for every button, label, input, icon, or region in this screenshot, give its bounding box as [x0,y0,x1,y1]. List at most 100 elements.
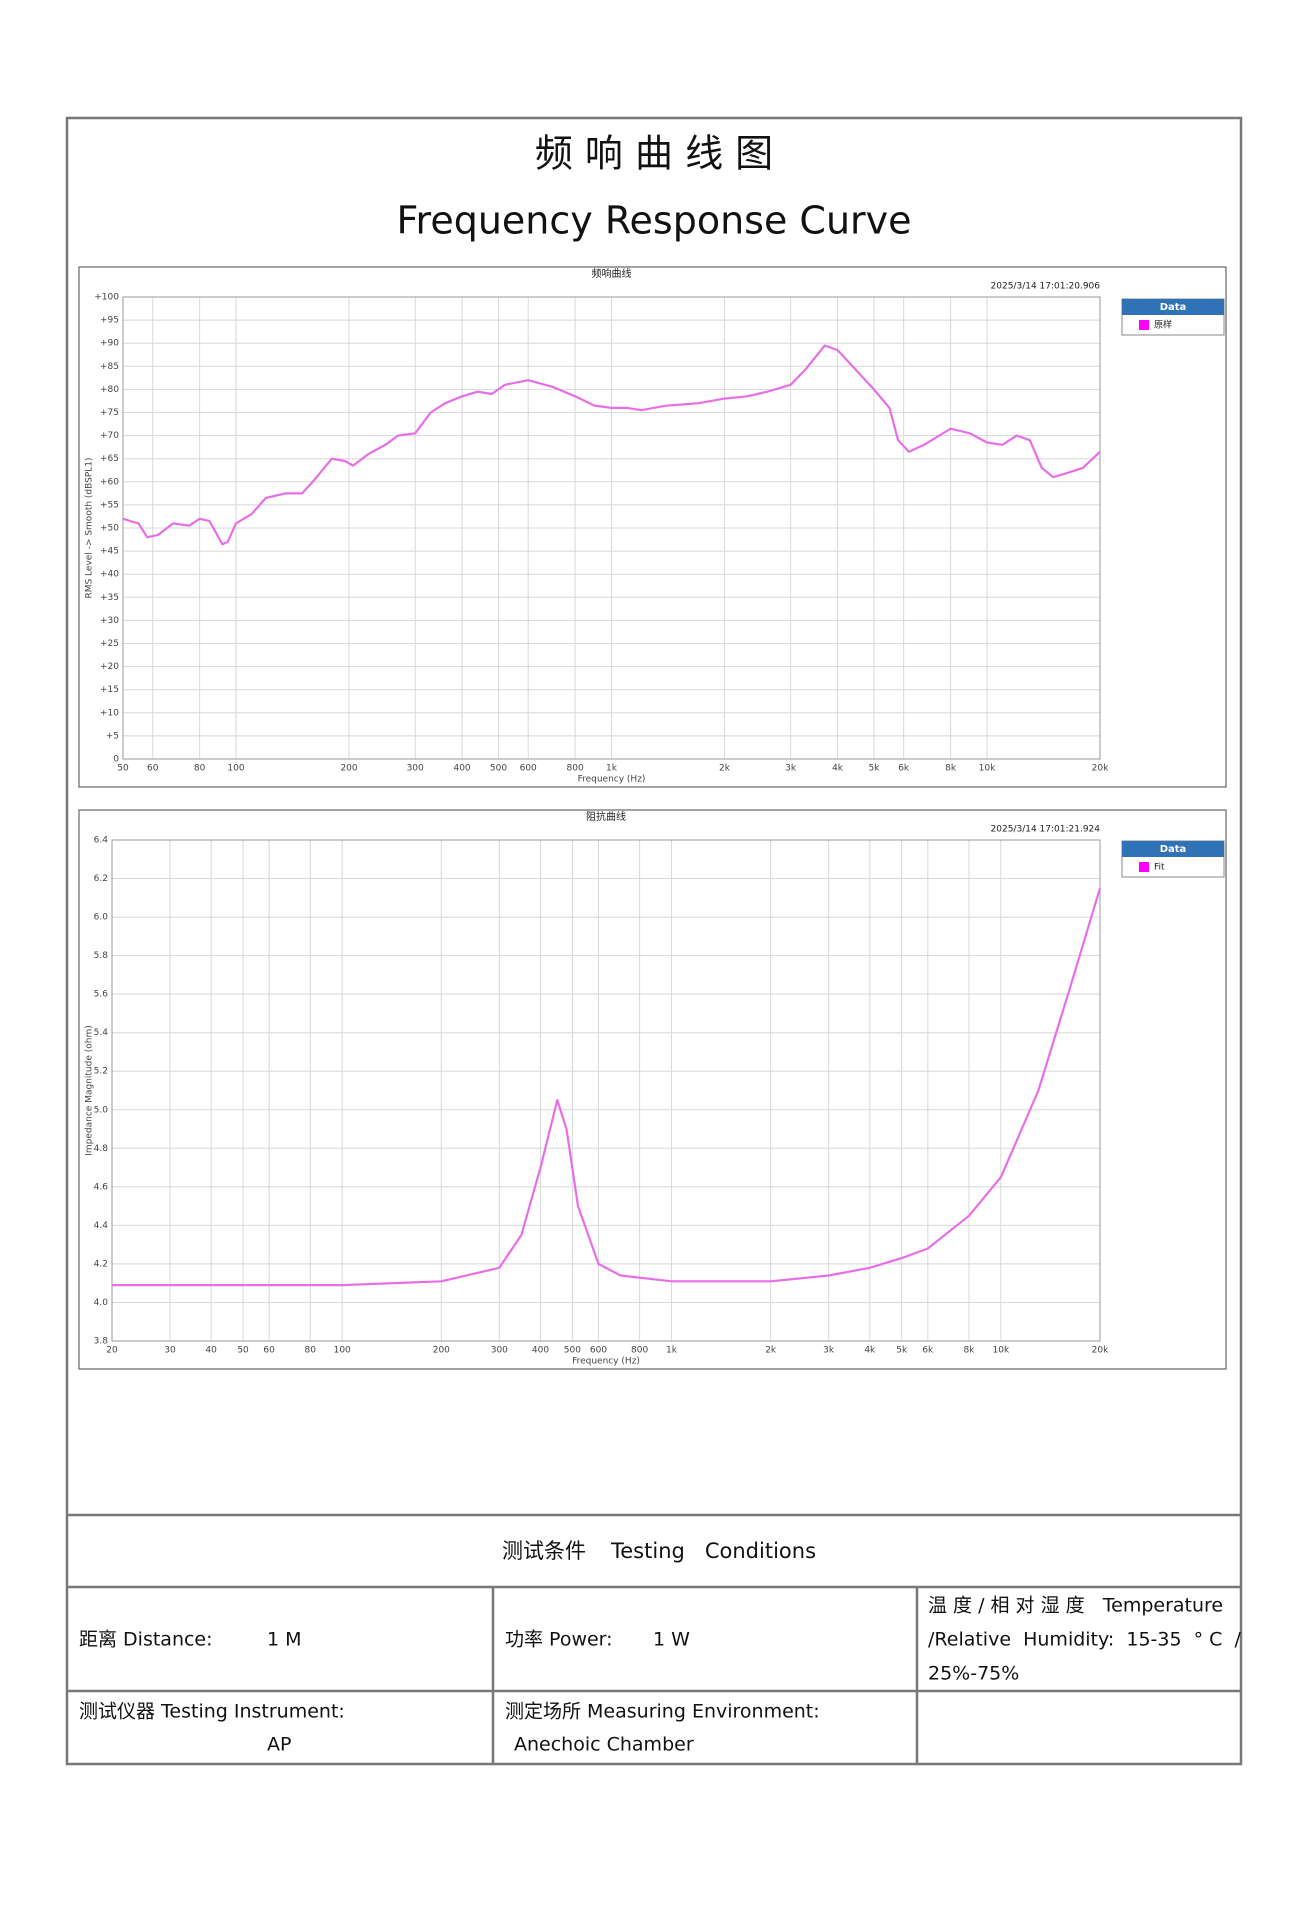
x-tick-label: 600 [590,1346,607,1356]
x-tick-label: 4k [864,1346,876,1356]
y-tick-label: 6.2 [94,874,108,884]
y-tick-label: +10 [100,708,119,718]
x-tick-label: 1k [666,1346,678,1356]
x-tick-label: 800 [631,1346,648,1356]
x-tick-label: 50 [117,764,129,774]
x-tick-label: 6k [898,764,910,774]
y-tick-label: 6.4 [94,836,109,846]
y-tick-label: +40 [100,570,119,580]
x-tick-label: 4k [832,764,844,774]
y-tick-label: +75 [100,408,119,418]
x-tick-label: 100 [227,764,244,774]
power-label: 功率 Power: [505,1629,613,1651]
x-tick-label: 300 [491,1346,508,1356]
legend-header [1122,841,1224,857]
y-tick-label: +15 [100,685,119,695]
x-tick-label: 20k [1092,1346,1109,1356]
x-axis-label: Frequency (Hz) [572,1357,640,1367]
instrument-label: 测试仪器 Testing Instrument: [79,1701,345,1723]
legend-label: Fit [1154,863,1165,873]
x-tick-label: 10k [979,764,996,774]
conditions-heading-cn: 测试条件 [502,1539,586,1563]
y-tick-label: +65 [100,454,119,464]
x-tick-label: 500 [490,764,507,774]
y-tick-label: +100 [94,293,119,303]
data-line [112,887,1102,1287]
y-tick-label: +45 [100,547,119,557]
y-tick-label: +35 [100,593,119,603]
x-tick-label: 200 [340,764,357,774]
y-tick-label: 6.0 [94,913,109,923]
y-tick-label: +5 [106,731,119,741]
x-tick-label: 10k [993,1346,1010,1356]
y-axis-label: Impedance Magnitude (ohm) [85,1025,95,1156]
chart: 阻抗曲线 2025/3/14 17:01:21.924 3.8 4.0 4.2 4.4 4.… [78,809,1227,1370]
x-tick-label: 5k [868,764,880,774]
env-line: 25%-75% [928,1663,1019,1685]
plot-border [122,296,1101,760]
x-tick-label: 60 [147,764,159,774]
y-tick-label: +25 [100,639,119,649]
title-cn: 频 响 曲 线 图 [535,132,773,176]
place-label: 测定场所 Measuring Environment: [505,1701,820,1723]
x-tick-label: 3k [785,764,797,774]
legend-title: Data [1160,302,1187,313]
y-tick-label: +80 [100,385,119,395]
distance-label: 距离 Distance: [79,1629,213,1651]
power-value: 1 W [653,1629,690,1651]
y-tick-label: +90 [100,339,119,349]
y-tick-label: 5.6 [94,990,109,1000]
plot-border [111,839,1101,1342]
conditions-heading-en: Testing Conditions [610,1539,816,1563]
y-tick-label: +70 [100,431,119,441]
timestamp: 2025/3/14 17:01:21.924 [991,825,1101,835]
x-tick-label: 5k [896,1346,908,1356]
env-line: /Relative Humidity: 15-35 ° C / [928,1629,1242,1651]
y-tick-label: 0 [113,755,119,765]
x-tick-label: 800 [567,764,584,774]
y-tick-label: 5.2 [94,1067,108,1077]
y-tick-label: 4.6 [94,1182,109,1192]
x-tick-label: 20 [106,1346,118,1356]
y-tick-label: 5.8 [94,951,109,961]
x-tick-label: 80 [305,1346,317,1356]
x-tick-label: 200 [433,1346,450,1356]
y-tick-label: 4.0 [94,1298,109,1308]
y-tick-label: +50 [100,524,119,534]
x-tick-label: 20k [1092,764,1109,774]
y-tick-label: +20 [100,662,119,672]
conditions-table: 测试条件 Testing Conditions 距离 Distance: 1 M… [67,1513,1242,1764]
y-tick-label: +30 [100,616,119,626]
y-tick-label: 4.4 [94,1221,109,1231]
chart-title: 阻抗曲线 [586,810,626,823]
title-en: Frequency Response Curve [396,199,911,243]
x-tick-label: 400 [453,764,470,774]
legend-swatch [1139,862,1149,872]
data-line [122,344,1101,546]
y-tick-label: +55 [100,500,119,510]
y-tick-label: 4.2 [94,1259,108,1269]
x-tick-label: 3k [823,1346,835,1356]
y-tick-label: 5.0 [94,1105,109,1115]
y-tick-label: +85 [100,362,119,372]
legend-label: 原样 [1154,319,1172,331]
env-line: 温 度 / 相 对 湿 度 Temperature [928,1595,1223,1617]
x-axis-label: Frequency (Hz) [578,775,646,785]
chart-title: 频响曲线 [592,267,632,280]
x-tick-label: 2k [719,764,731,774]
x-tick-label: 600 [520,764,537,774]
legend-swatch [1139,320,1149,330]
x-tick-label: 30 [164,1346,176,1356]
x-tick-label: 50 [237,1346,249,1356]
x-tick-label: 8k [963,1346,975,1356]
instrument-value: AP [267,1734,291,1756]
x-tick-label: 100 [334,1346,351,1356]
x-tick-label: 60 [263,1346,275,1356]
y-tick-label: +95 [100,316,119,326]
x-tick-label: 2k [765,1346,777,1356]
x-tick-label: 40 [205,1346,217,1356]
x-tick-label: 300 [407,764,424,774]
outer-border [65,116,1243,1766]
y-tick-label: +60 [100,477,119,487]
